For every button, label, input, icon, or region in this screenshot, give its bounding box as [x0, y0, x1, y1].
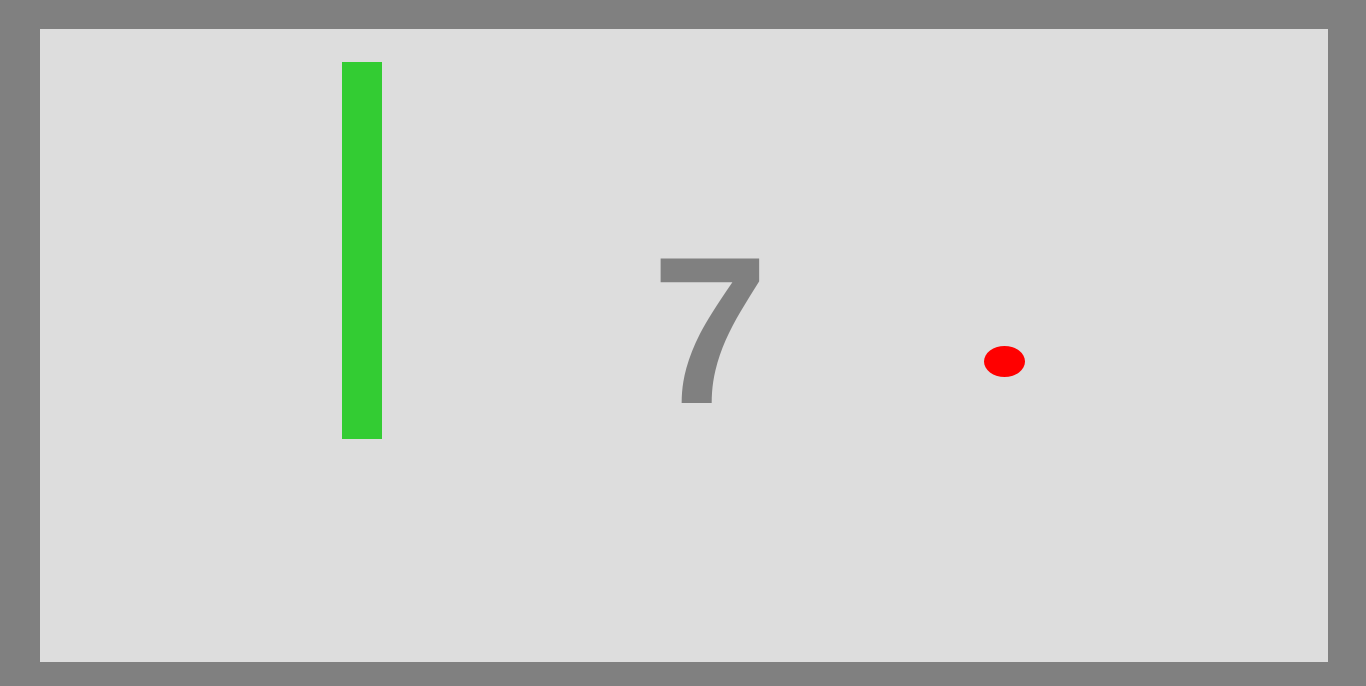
ball: [984, 346, 1025, 377]
score-display: 7: [651, 213, 769, 448]
player-paddle[interactable]: [342, 62, 382, 439]
game-court[interactable]: 7: [40, 29, 1328, 662]
